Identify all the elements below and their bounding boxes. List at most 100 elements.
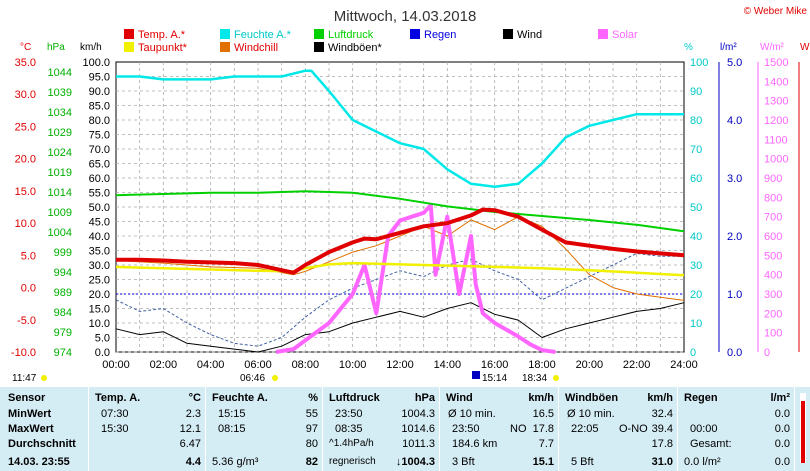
axis-tick-label: 30.0 xyxy=(15,89,36,101)
axis-tick-label: 15.0 xyxy=(89,304,110,316)
axis-tick-label: 30.0 xyxy=(89,260,110,272)
side-gauge xyxy=(800,393,806,463)
axis-tick-label: 25.0 xyxy=(89,275,110,287)
rain-total-value: 0.0 xyxy=(774,438,790,450)
axis-tick-label: 10.0 xyxy=(15,218,36,230)
axis-tick-label: 1100 xyxy=(764,134,788,146)
pressure-trend: ^1.4hPa/h xyxy=(329,438,374,449)
axis-tick-label: -10.0 xyxy=(11,347,36,359)
axis-tick-label: 50.0 xyxy=(89,202,110,214)
x-tick-label: 16:00 xyxy=(481,359,509,371)
humidity-min-time: 15:15 xyxy=(218,408,246,420)
wind-max-time: 23:50 xyxy=(452,423,480,435)
pressure-avg-value: 1011.3 xyxy=(402,438,435,450)
axis-tick-label: 30 xyxy=(690,260,702,272)
pressure-header: Luftdruck xyxy=(329,392,380,404)
axis-tick-label: 60.0 xyxy=(89,173,110,185)
axis-tick-label: 15.0 xyxy=(15,186,36,198)
legend-swatch xyxy=(410,29,420,39)
row-label-min: MinWert xyxy=(8,408,52,420)
x-tick-label: 12:00 xyxy=(386,359,414,371)
axis-tick-label: 10 xyxy=(690,318,702,330)
pressure-min-time: 23:50 xyxy=(335,408,363,420)
axis-tick-label: 20.0 xyxy=(15,154,36,166)
legend-label: Temp. A.* xyxy=(138,29,186,41)
axes: 35.0 30.0 25.0 20.0 15.0 10.0 5.0 0.0 -5.0 -10.0 1… xyxy=(11,57,800,371)
axis-tick-label: 994 xyxy=(54,267,72,279)
gust-bft: 5 Bft xyxy=(571,456,594,468)
axis-tick-label: 800 xyxy=(764,192,782,204)
gust-unit: km/h xyxy=(647,392,673,404)
sunset-icon xyxy=(553,375,559,381)
temp-max-time: 15:30 xyxy=(101,423,129,435)
axis-tick-label: 65.0 xyxy=(89,159,110,171)
axis-tick-label: 1034 xyxy=(48,107,72,119)
rain-total-label: Gesamt: xyxy=(690,438,732,450)
temp-unit: °C xyxy=(188,392,201,404)
wind-distance: 184.6 km xyxy=(452,438,498,450)
axis-tick-label: 1014 xyxy=(48,187,72,199)
axis-tick-label: 40.0 xyxy=(89,231,110,243)
axis-tick-label: 974 xyxy=(54,347,72,359)
temp-min-value: 2.3 xyxy=(185,408,201,420)
axis-tick-label: 80 xyxy=(690,115,702,127)
series-lines xyxy=(115,69,685,354)
temp-max-value: 12.1 xyxy=(179,423,201,435)
legend-swatch xyxy=(314,42,324,52)
x-tick-label: 08:00 xyxy=(292,359,320,371)
axis-tick-label: 1004 xyxy=(48,227,72,239)
temp-current-value: 4.4 xyxy=(185,456,201,468)
legend-swatch xyxy=(220,29,230,39)
x-tick-label: 10:00 xyxy=(339,359,367,371)
axis-tick-label: 85.0 xyxy=(89,101,110,113)
axis-tick-label: 4.0 xyxy=(727,115,742,127)
series-tempa-line xyxy=(116,207,685,275)
axis-tick-label: 100 xyxy=(690,57,708,69)
axis-tick-label: 0.0 xyxy=(727,347,742,359)
rain-unit: l/m² xyxy=(770,392,790,404)
axis-tick-label: 1039 xyxy=(48,87,72,99)
axis-unit-labels: °C hPa km/h % l/m² W/m² W xyxy=(20,42,810,53)
legend-swatch xyxy=(220,42,230,52)
humidity-column: Feuchte A.% 15:15 55 08:15 97 80 5.36 g/m³… xyxy=(206,387,322,471)
axis-tick-label: 100.0 xyxy=(82,57,110,69)
axis-tick-label: 90.0 xyxy=(89,86,110,98)
legend-swatch xyxy=(598,29,608,39)
humidity-absolute: 5.36 g/m³ xyxy=(212,456,259,468)
humidity-header: Feuchte A. xyxy=(212,392,268,404)
axis-tick-label: 200 xyxy=(764,308,782,320)
temp-header: Temp. A. xyxy=(95,392,141,404)
legend-label: Taupunkt* xyxy=(138,42,188,54)
x-tick-label: 24:00 xyxy=(670,359,698,371)
axis-tick-label: 35.0 xyxy=(89,246,110,258)
series-taupunkt-line xyxy=(115,261,685,277)
wind-max-dir: NO xyxy=(510,423,527,435)
rain-min-value: 0.0 xyxy=(774,408,790,420)
axis-tick-label: 1400 xyxy=(764,76,788,88)
legend-label: Regen xyxy=(424,29,456,41)
rain-header: Regen xyxy=(684,392,718,404)
series-luftdruck-line xyxy=(115,190,685,233)
axis-tick-label: 2.0 xyxy=(727,231,742,243)
axis-tick-label: 70 xyxy=(690,144,702,156)
side-gauge-fill xyxy=(801,401,805,463)
sun-markers: 11:47 06:46 15:14 18:34 xyxy=(12,371,559,384)
pressure-unit-label: hPa xyxy=(47,42,65,53)
x-tick-label: 22:00 xyxy=(623,359,651,371)
axis-tick-label: 10.0 xyxy=(89,318,110,330)
sun-icon xyxy=(41,375,47,381)
humidity-max-time: 08:15 xyxy=(218,423,246,435)
rain-unit-label: l/m² xyxy=(720,42,737,53)
axis-tick-label: 100 xyxy=(764,328,782,340)
series-solar-line xyxy=(275,203,556,354)
humidity-min-value: 55 xyxy=(305,408,318,420)
temp-avg-value: 6.47 xyxy=(179,438,201,450)
temp-column: Temp. A. °C 07:30 2.3 15:30 12.1 6.47 4.4 xyxy=(89,387,205,471)
x-tick-label: 06:00 xyxy=(244,359,272,371)
axis-tick-label: 0 xyxy=(764,347,770,359)
x-tick-label: 20:00 xyxy=(576,359,604,371)
noon-label: 15:14 xyxy=(482,373,507,384)
wind-bft: 3 Bft xyxy=(452,456,475,468)
wind-avg10-label: Ø 10 min. xyxy=(448,408,496,420)
axis-tick-label: 300 xyxy=(764,289,782,301)
